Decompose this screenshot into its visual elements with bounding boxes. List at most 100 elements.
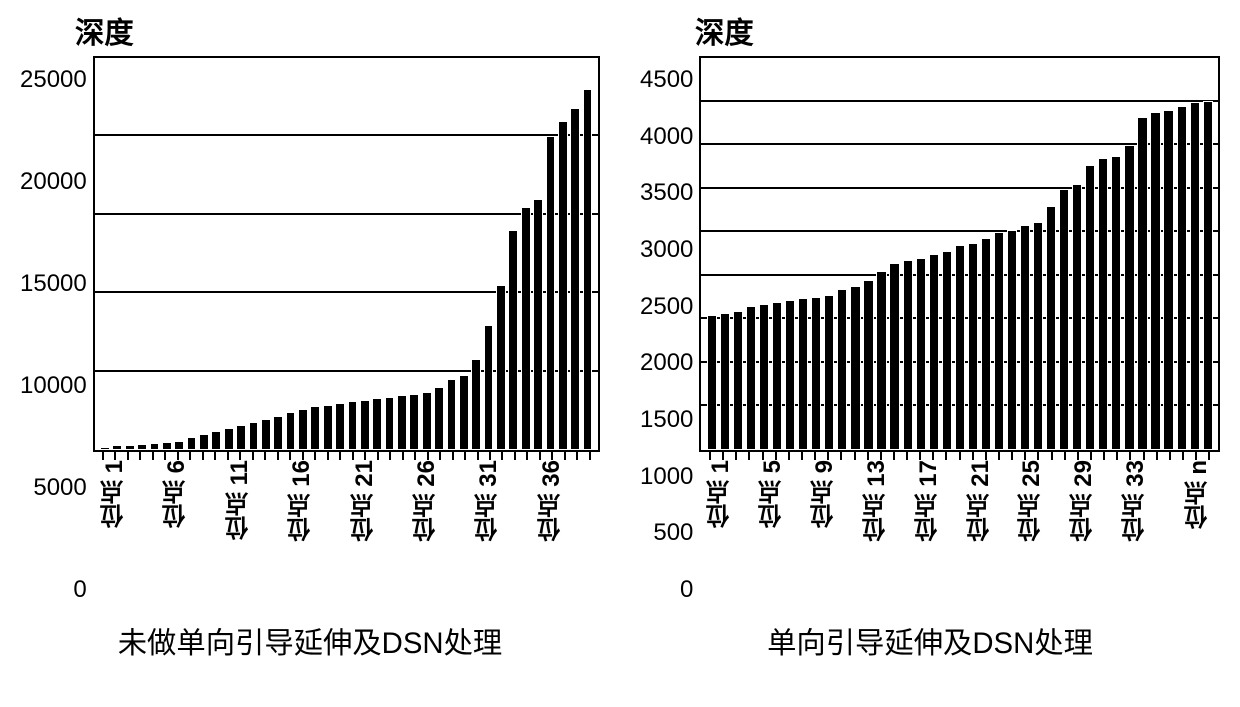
bar-slot: [581, 58, 593, 450]
bar-slot: [260, 58, 272, 450]
bar-slot: [173, 58, 185, 450]
left-caption: 未做单向引导延伸及DSN处理: [20, 620, 600, 662]
bar: [929, 254, 939, 450]
bar-slot: [1162, 58, 1175, 450]
y-tick-label: 0: [73, 578, 86, 602]
bar-slot: [1058, 58, 1071, 450]
bar: [447, 379, 457, 450]
bar-slot: [458, 58, 470, 450]
x-tick-label: 位点 21: [347, 460, 382, 545]
left-chart-body: 0500010000150002000025000 位点 1位点 6位点 11位…: [20, 56, 600, 590]
bar-slot: [111, 58, 123, 450]
bar: [772, 302, 782, 450]
bar-slot: [124, 58, 136, 450]
bar-slot: [470, 58, 482, 450]
bar-slot: [507, 58, 519, 450]
y-tick-label: 3000: [640, 238, 693, 262]
bar-slot: [136, 58, 148, 450]
bar-slot: [1149, 58, 1162, 450]
x-tick-label: 位点 5: [755, 460, 790, 532]
bar-slot: [849, 58, 862, 450]
bar: [471, 359, 481, 450]
x-tick-label: 位点 21: [963, 460, 998, 545]
bar-slot: [272, 58, 284, 450]
bar: [484, 325, 494, 450]
bar: [174, 441, 184, 450]
bar: [187, 437, 197, 450]
x-tick-label: 位点 1: [703, 460, 738, 532]
x-tick-label: 位点 9: [807, 460, 842, 532]
bar-slot: [992, 58, 1005, 450]
bar-slot: [557, 58, 569, 450]
bar: [570, 108, 580, 450]
x-tick-label: 位点 1: [97, 460, 132, 532]
x-tick-label: 位点 n: [1181, 460, 1216, 533]
bar-slot: [718, 58, 731, 450]
bar: [100, 447, 110, 450]
bar-slot: [383, 58, 395, 450]
x-tick-label: 位点 16: [284, 460, 319, 545]
left-plot-area: [93, 56, 600, 452]
bar-slot: [927, 58, 940, 450]
bar: [1046, 206, 1056, 450]
bar: [824, 295, 834, 450]
y-tick-label: 2000: [640, 351, 693, 375]
bar-slot: [445, 58, 457, 450]
y-tick-label: 4500: [640, 68, 693, 92]
bar-slot: [544, 58, 556, 450]
bar: [409, 394, 419, 450]
bar: [916, 258, 926, 450]
bar-slot: [810, 58, 823, 450]
bar: [811, 297, 821, 450]
bar: [1137, 117, 1147, 450]
bar: [261, 419, 271, 450]
bar-slot: [148, 58, 160, 450]
bar: [335, 403, 345, 450]
bar: [211, 431, 221, 450]
x-tick-label: 位点 36: [534, 460, 569, 545]
x-tick-label: 位点 11: [222, 460, 257, 544]
bar: [286, 412, 296, 450]
bar-slot: [940, 58, 953, 450]
bar-slot: [371, 58, 383, 450]
bar-slot: [161, 58, 173, 450]
right-caption: 单向引导延伸及DSN处理: [640, 620, 1220, 662]
bar: [150, 443, 160, 450]
bar: [372, 398, 382, 450]
bar-slot: [569, 58, 581, 450]
y-tick-label: 2500: [640, 295, 693, 319]
bar-slot: [235, 58, 247, 450]
bar: [323, 405, 333, 450]
bar: [1124, 145, 1134, 450]
x-tick-label: 位点 6: [159, 460, 194, 532]
bar-slot: [520, 58, 532, 450]
bar: [385, 397, 395, 450]
y-tick-label: 1000: [640, 465, 693, 489]
y-tick-label: 10000: [20, 374, 87, 398]
left-y-axis: 0500010000150002000025000: [20, 56, 93, 590]
y-tick-label: 15000: [20, 272, 87, 296]
bar-slot: [1110, 58, 1123, 450]
bar: [1007, 230, 1017, 450]
y-tick-label: 0: [680, 578, 693, 602]
bar: [942, 251, 952, 450]
bar: [889, 263, 899, 450]
bar: [1072, 184, 1082, 450]
bar-slot: [1071, 58, 1084, 450]
bar: [298, 409, 308, 450]
bar-slot: [914, 58, 927, 450]
right-y-axis: 050010001500200025003000350040004500: [640, 56, 699, 590]
y-tick-label: 3500: [640, 181, 693, 205]
bar: [1033, 222, 1043, 450]
bar-slot: [210, 58, 222, 450]
x-tick-label: 位点 29: [1066, 460, 1101, 545]
bar-slot: [198, 58, 210, 450]
bar: [759, 304, 769, 450]
bar-slot: [758, 58, 771, 450]
bar-slot: [532, 58, 544, 450]
bar-slot: [705, 58, 718, 450]
right-chart-body: 050010001500200025003000350040004500 位点 …: [640, 56, 1220, 590]
bar-slot: [99, 58, 111, 450]
bar: [876, 271, 886, 450]
bar: [1203, 101, 1213, 450]
